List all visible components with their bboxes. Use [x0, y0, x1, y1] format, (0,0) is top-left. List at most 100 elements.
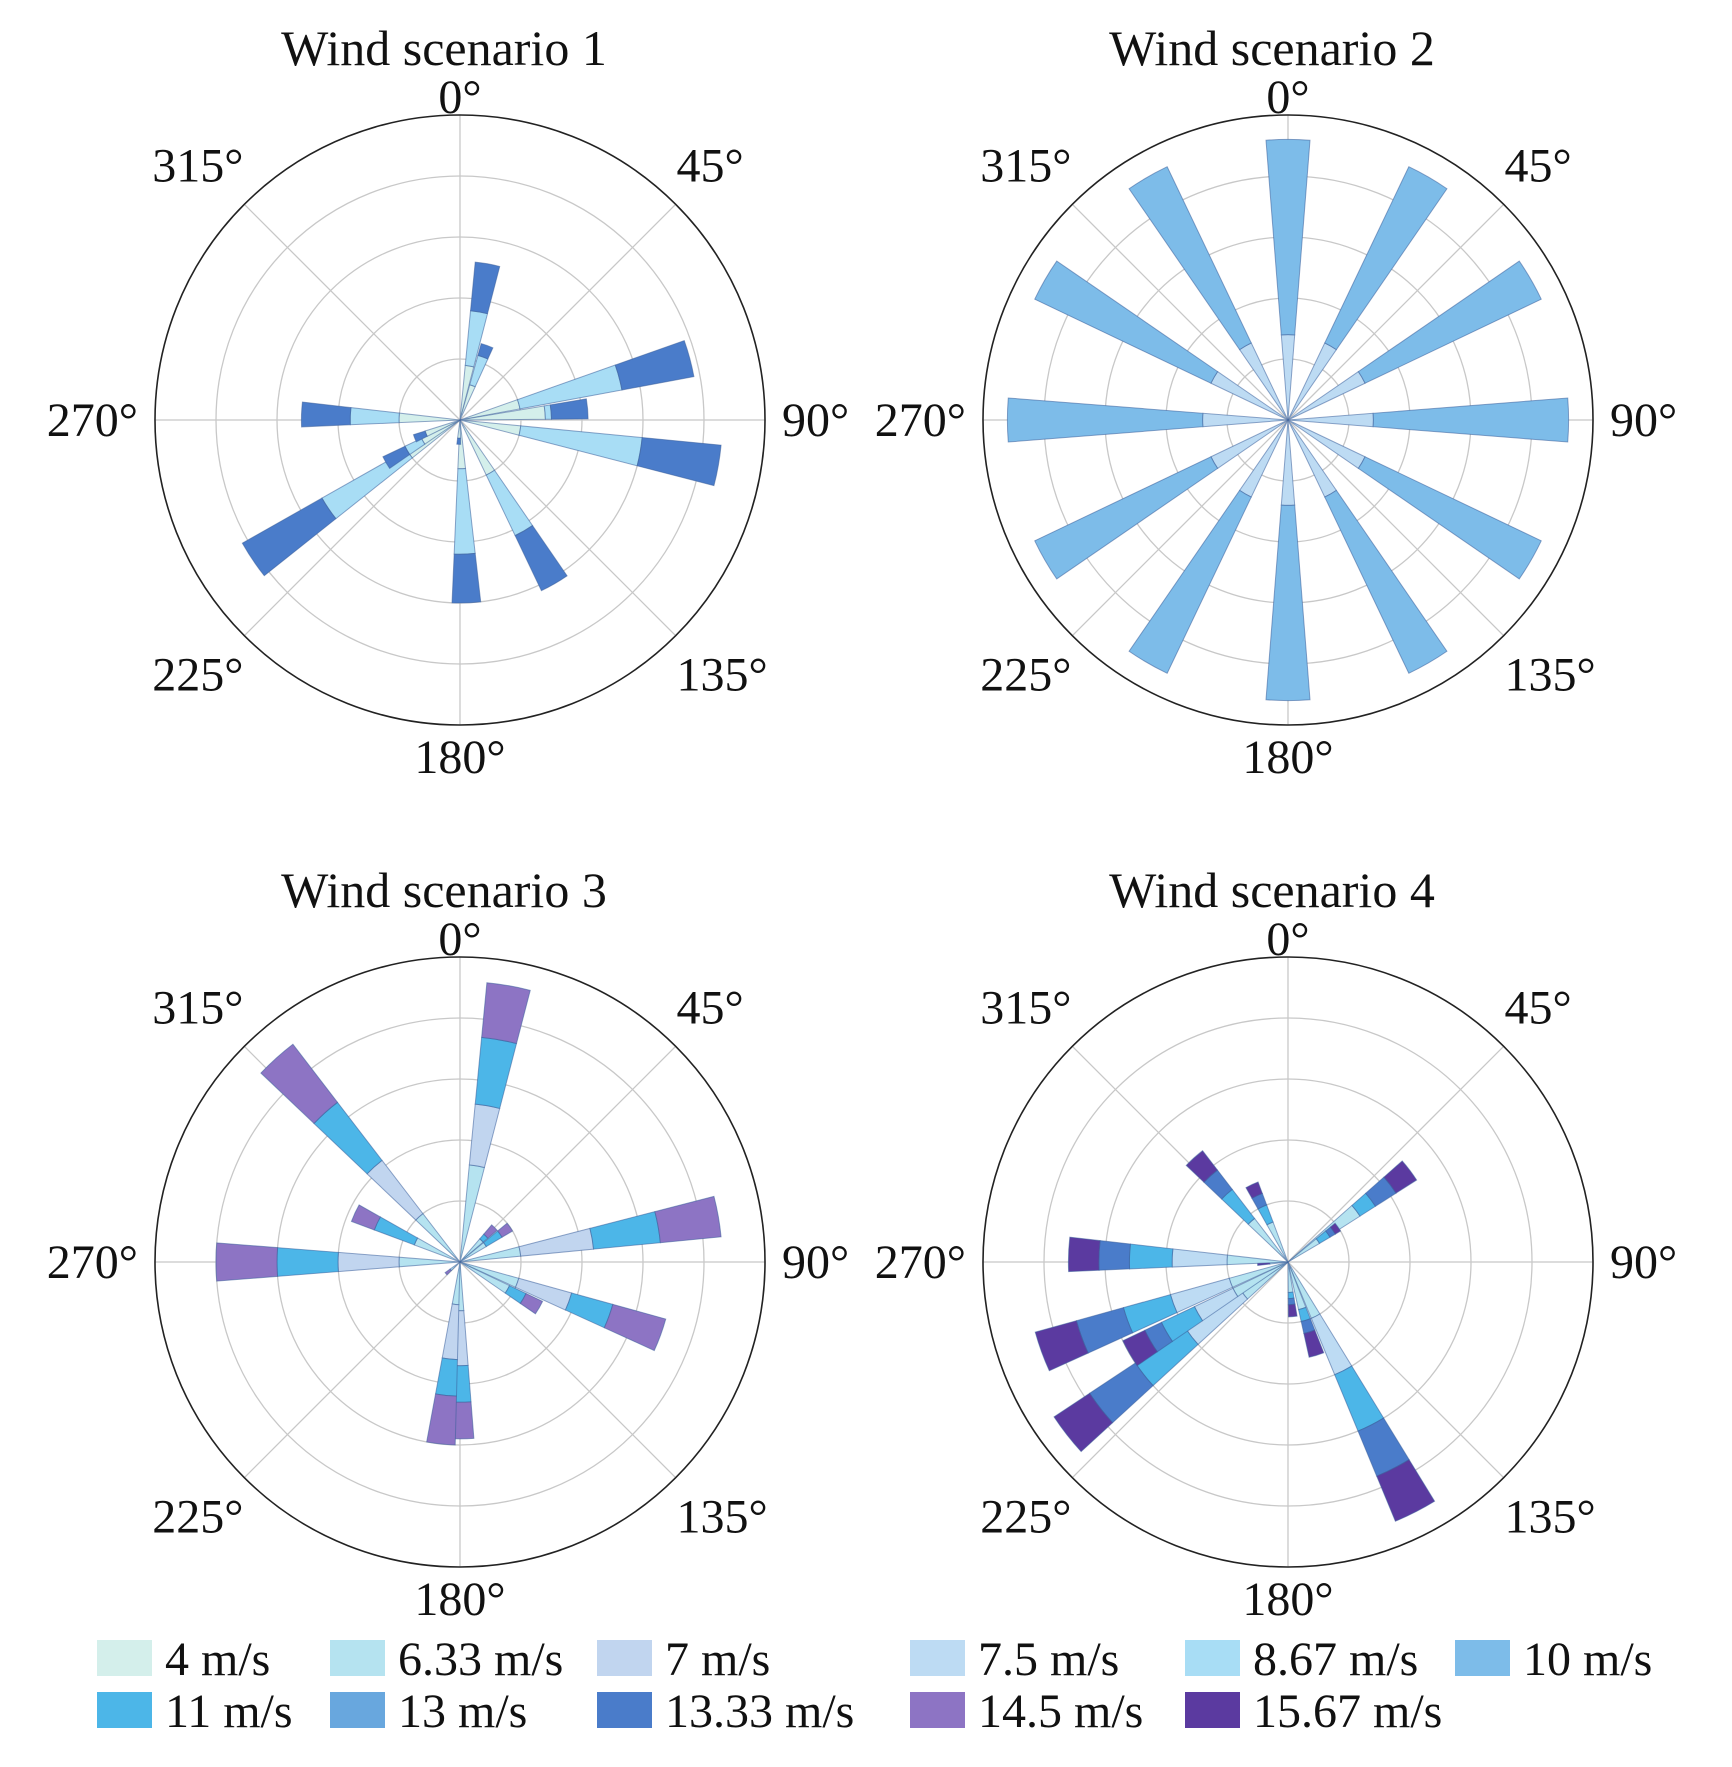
angle-label: 270° — [875, 1236, 966, 1289]
angle-label: 225° — [980, 1491, 1071, 1544]
bar-segment — [477, 342, 494, 360]
legend-item: 8.67 m/s — [1185, 1633, 1418, 1686]
bar-segment — [1265, 504, 1311, 702]
bar-segment — [412, 430, 428, 443]
wind-bar-0 — [1265, 138, 1311, 421]
chart-title: Wind scenario 2 — [1109, 20, 1435, 76]
bar-segment — [1128, 166, 1252, 351]
angle-label: 0° — [438, 913, 481, 966]
bar-segment — [519, 1292, 544, 1315]
bar-segment — [1128, 489, 1252, 674]
bar-segment — [518, 425, 643, 467]
wind-bar-186 — [426, 1261, 461, 1446]
bar-segment — [1287, 1303, 1298, 1318]
bar-segment — [1324, 489, 1448, 674]
wind-bar-232 — [1053, 1261, 1289, 1453]
legend-swatch — [597, 1640, 652, 1676]
wind-bar-330 — [1128, 166, 1289, 421]
wind-bar-55 — [459, 1222, 514, 1263]
angle-label: 315° — [980, 139, 1071, 192]
bar-segment — [1280, 419, 1296, 506]
outer-ring — [154, 114, 766, 726]
bar-segment — [398, 412, 461, 424]
bar-segment — [469, 261, 501, 315]
bar-segment — [444, 1268, 453, 1276]
grid-spoke — [243, 419, 461, 637]
polar-chart-1: Wind scenario 10° 45° 90° 135° 180° 225° 270° 3… — [47, 20, 849, 784]
bar-segment — [426, 1393, 458, 1446]
bar-segment — [1329, 1222, 1342, 1235]
bar-segment — [514, 524, 568, 592]
bar-segment — [1202, 412, 1289, 428]
bar-segment — [415, 1212, 461, 1263]
legend-item: 4 m/s — [97, 1633, 270, 1686]
legend-label: 10 m/s — [1523, 1633, 1652, 1686]
legend-item: 6.33 m/s — [330, 1633, 563, 1686]
wind-bar-240 — [1122, 1261, 1289, 1367]
wind-bar-240 — [1034, 419, 1289, 580]
wind-bar-110 — [459, 1261, 667, 1352]
bar-segment — [1287, 1297, 1296, 1306]
bar-segment — [373, 1216, 419, 1246]
grid-spoke — [459, 419, 677, 637]
angle-label: 225° — [152, 1491, 243, 1544]
legend-swatch — [97, 1640, 152, 1676]
angle-label: 180° — [1242, 1573, 1333, 1626]
legend-label: 13 m/s — [398, 1685, 527, 1738]
wind-bar-272 — [1067, 1236, 1289, 1273]
bar-segment — [1034, 260, 1219, 384]
bar-segment — [1287, 1291, 1295, 1300]
bar-segment — [1372, 397, 1570, 443]
wind-bar-45 — [459, 1224, 498, 1263]
polar-chart-4: Wind scenario 40° 45° 90° 135° 180° 225° 270° 3… — [875, 862, 1677, 1626]
wind-bar-20 — [459, 342, 494, 421]
wind-bar-163 — [1287, 1261, 1325, 1358]
wind-bar-10 — [459, 982, 531, 1263]
legend-swatch — [1185, 1640, 1240, 1676]
wind-bar-75 — [459, 339, 695, 421]
bar-segment — [337, 1251, 400, 1273]
angle-label: 90° — [1610, 394, 1677, 447]
wind-bar-250 — [1034, 1261, 1289, 1372]
legend-item: 13.33 m/s — [597, 1685, 854, 1738]
bar-segment — [481, 982, 531, 1045]
angle-label: 0° — [1266, 71, 1309, 124]
bar-segment — [413, 1237, 461, 1263]
legend-label: 13.33 m/s — [665, 1685, 854, 1738]
wind-bar-272 — [300, 401, 461, 428]
legend-swatch — [597, 1692, 652, 1728]
bar-segment — [1303, 1329, 1325, 1358]
wind-bar-80 — [459, 1195, 722, 1263]
grid-spoke — [1287, 419, 1505, 637]
angle-label: 180° — [1242, 731, 1333, 784]
legend-item: 15.67 m/s — [1185, 1685, 1442, 1738]
bar-segment — [1287, 1238, 1321, 1263]
angle-label: 180° — [414, 1573, 505, 1626]
bar-segment — [483, 1224, 498, 1239]
angle-label: 0° — [1266, 913, 1309, 966]
wind-bar-300 — [1034, 260, 1289, 421]
grid-spoke — [1071, 203, 1289, 421]
bar-segment — [1185, 1149, 1219, 1183]
legend-label: 4 m/s — [165, 1633, 270, 1686]
grid-spoke — [459, 203, 677, 421]
bar-segment — [614, 339, 695, 391]
wind-bar-183 — [456, 419, 462, 445]
wind-bar-153 — [1287, 1261, 1436, 1522]
bar-segment — [468, 1103, 501, 1169]
legend-label: 15.67 m/s — [1253, 1685, 1442, 1738]
outer-ring — [154, 956, 766, 1568]
bar-segment — [1067, 1236, 1101, 1273]
angle-label: 135° — [677, 649, 768, 702]
outer-ring — [982, 956, 1594, 1568]
bar-segment — [1265, 138, 1311, 336]
bar-segment — [434, 1357, 458, 1397]
angle-label: 90° — [782, 1236, 849, 1289]
legend-item: 11 m/s — [97, 1685, 293, 1738]
outer-ring — [982, 114, 1594, 726]
bar-segment — [366, 1159, 424, 1221]
grid-spoke — [1287, 1261, 1505, 1479]
wind-bar-335 — [1245, 1181, 1289, 1263]
wind-bar-270 — [1006, 397, 1289, 443]
bar-segment — [1034, 456, 1219, 580]
